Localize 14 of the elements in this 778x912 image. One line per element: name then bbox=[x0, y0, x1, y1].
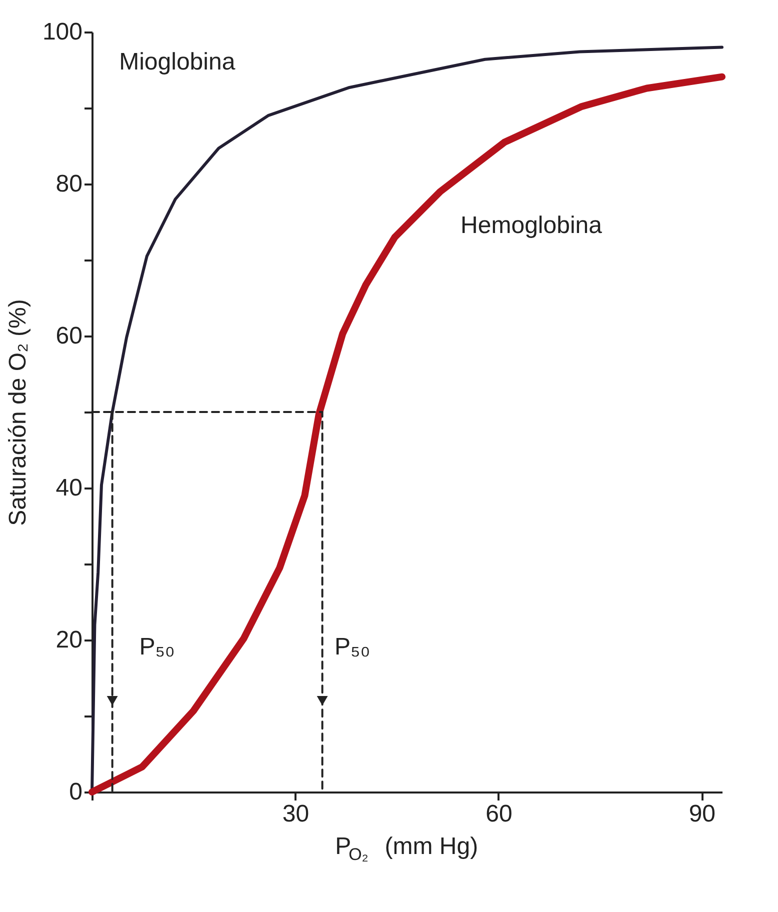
x-tick-label: 30 bbox=[282, 800, 310, 828]
annotation: P₅₀ bbox=[139, 634, 175, 661]
y-tick-label: 0 bbox=[69, 778, 82, 806]
annotation: Mioglobina bbox=[119, 48, 236, 76]
y-tick-label: 20 bbox=[56, 626, 82, 654]
annotation: Hemoglobina bbox=[460, 212, 603, 239]
y-tick-label: 60 bbox=[56, 322, 82, 350]
x-tick-label: 90 bbox=[688, 800, 716, 828]
y-tick-label: 100 bbox=[42, 18, 82, 46]
x-tick-label: 60 bbox=[486, 800, 512, 828]
y-axis-title: Saturación de O₂ (%) bbox=[4, 299, 32, 526]
annotation: P₅₀ bbox=[334, 634, 370, 661]
y-tick-label: 80 bbox=[56, 170, 82, 198]
y-tick-label: 40 bbox=[56, 474, 82, 502]
